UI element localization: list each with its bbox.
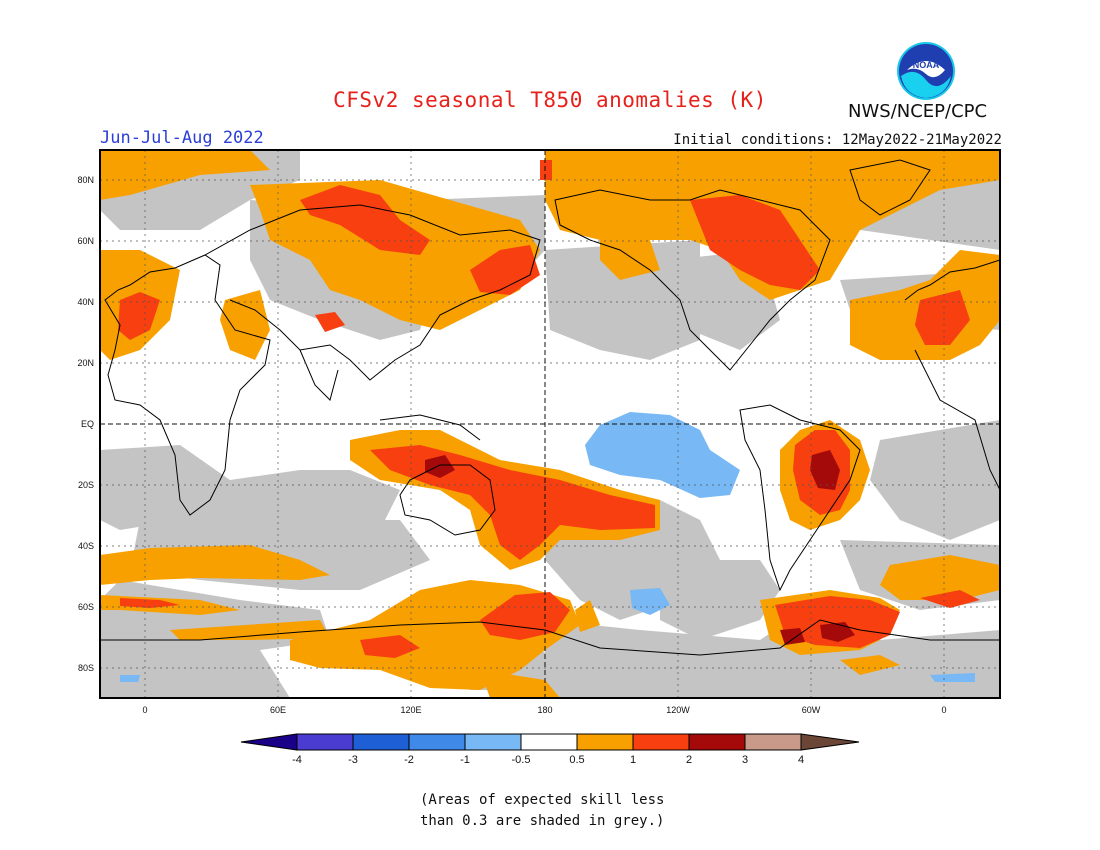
colorbar-label: 0.5	[569, 754, 584, 766]
colorbar-min-arrow	[240, 733, 298, 751]
latitude-labels: 80N 60N 40N 20N EQ 20S 40S 60S 80S	[77, 175, 94, 673]
equator-and-dateline	[100, 150, 1000, 698]
initial-conditions-label: Initial conditions: 12May2022-21May2022	[673, 132, 1002, 148]
colorbar-label: -2	[404, 754, 414, 766]
lon-label: 0	[142, 705, 147, 715]
colorbar-label: -1	[460, 754, 470, 766]
lat-label: 80N	[77, 175, 94, 185]
agency-label: NWS/NCEP/CPC	[848, 101, 988, 122]
lon-label: 120E	[400, 705, 421, 715]
lat-label: 20S	[78, 480, 94, 490]
graticule	[100, 150, 1000, 698]
footnote-line: than 0.3 are shaded in grey.)	[420, 813, 665, 829]
colorbar-max-arrow	[800, 733, 860, 751]
lat-label: 40S	[78, 541, 94, 551]
colorbar-label: -3	[348, 754, 358, 766]
colorbar-label: -0.5	[512, 754, 531, 766]
anomaly-0.5-to-1	[100, 150, 1000, 698]
colorbar-label: 1	[630, 754, 636, 766]
colorbar-swatch	[464, 733, 522, 751]
map-frame	[99, 149, 1001, 699]
lon-label: 60E	[270, 705, 286, 715]
colorbar-swatch	[632, 733, 690, 751]
map-field	[100, 150, 1000, 698]
colorbar-swatch	[296, 733, 354, 751]
colorbar-swatch	[688, 733, 746, 751]
colorbar-label: 4	[798, 754, 804, 766]
season-label: Jun-Jul-Aug 2022	[100, 128, 264, 148]
lat-label: 80S	[78, 663, 94, 673]
lat-label: EQ	[81, 419, 94, 429]
lat-label: 60N	[77, 236, 94, 246]
lat-label: 60S	[78, 602, 94, 612]
longitude-labels: 0 60E 120E 180 120W 60W 0	[142, 705, 946, 715]
footnote-line: (Areas of expected skill less	[420, 792, 665, 808]
colorbar-swatch	[520, 733, 578, 751]
lon-label: 0	[941, 705, 946, 715]
lat-label: 40N	[77, 297, 94, 307]
colorbar: -4 -3 -2 -1 -0.5 0.5 1 2 3 4	[240, 733, 860, 766]
colorbar-swatch	[408, 733, 466, 751]
colorbar-label: 2	[686, 754, 692, 766]
skill-footnote: (Areas of expected skill less than 0.3 a…	[420, 790, 800, 832]
colorbar-swatch	[744, 733, 802, 751]
colorbar-label: -4	[292, 754, 302, 766]
coastlines	[100, 159, 1000, 656]
lon-label: 120W	[666, 705, 690, 715]
colorbar-swatch	[576, 733, 634, 751]
anomaly-minus1-to-minus0.5	[120, 412, 975, 682]
colorbar-label: 3	[742, 754, 748, 766]
lon-label: 180	[537, 705, 552, 715]
map-title: CFSv2 seasonal T850 anomalies (K)	[333, 88, 767, 112]
lon-label: 60W	[802, 705, 821, 715]
svg-text:NOAA: NOAA	[913, 60, 940, 70]
noaa-logo: NOAA	[895, 40, 957, 106]
lat-label: 20N	[77, 358, 94, 368]
colorbar-swatch	[352, 733, 410, 751]
